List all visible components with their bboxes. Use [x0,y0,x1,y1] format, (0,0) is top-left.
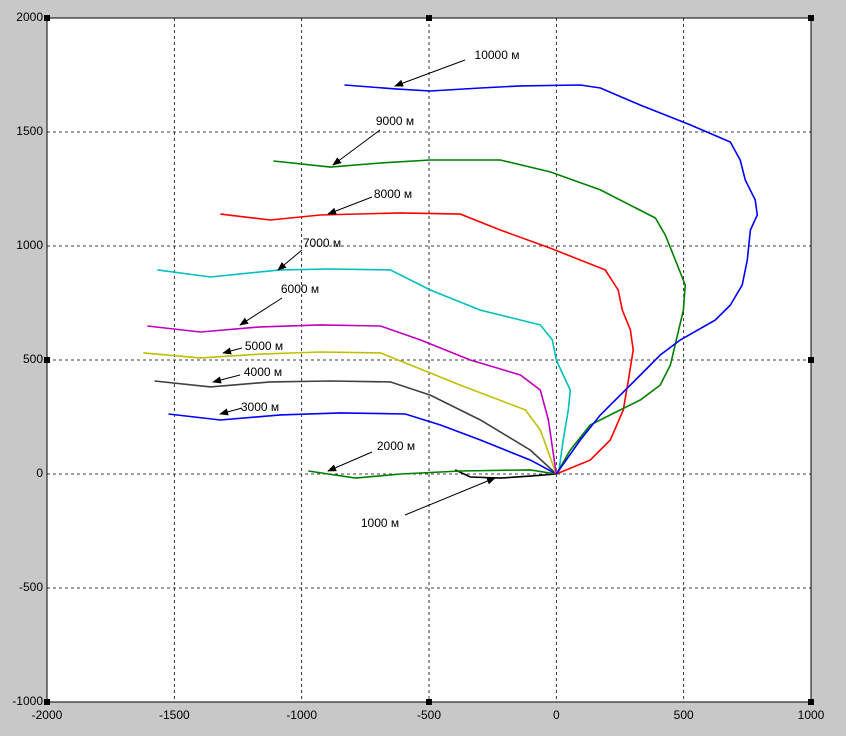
data-line [273,159,687,475]
x-tick-label: -2000 [32,708,63,722]
data-line [454,469,557,479]
y-tick-label: 2000 [16,10,43,24]
annotation-arrow [239,297,283,326]
series-label: 8000 м [374,187,412,201]
data-line [168,412,557,475]
series-label: 6000 м [281,282,319,296]
annotation-arrow [327,196,373,215]
data-line [143,351,558,475]
handle [426,699,432,705]
data-line [308,469,557,479]
series-label: 1000 м [361,516,399,530]
series-label: 4000 м [244,365,282,379]
x-tick-label: -1000 [286,708,317,722]
annotation-arrow [394,59,466,87]
annotation-arrow [404,477,496,516]
handle [808,699,814,705]
handle [808,15,814,21]
x-tick-label: -1500 [159,708,190,722]
series-label: 2000 м [377,439,415,453]
data-line [220,212,635,475]
x-tick-label: 0 [553,708,560,722]
annotation-arrow [327,451,373,472]
series-label: 3000 м [241,400,279,414]
data-line [147,324,558,475]
series-label: 5000 м [245,339,283,353]
handle [44,699,50,705]
y-tick-label: -1000 [12,694,43,708]
annotation-arrow [219,407,243,416]
y-tick-label: 1000 [16,238,43,252]
data-line [344,84,759,475]
data-line [157,268,572,475]
y-tick-label: -500 [19,580,43,594]
series-label: 7000 м [303,236,341,250]
annotation-arrow [332,129,381,166]
x-tick-label: -500 [417,708,441,722]
x-tick-label: 500 [674,708,694,722]
y-tick-label: 500 [23,352,43,366]
data-line [154,380,557,475]
annotation-arrow [222,347,243,355]
y-tick-label: 1500 [16,124,43,138]
annotation-arrow [212,374,241,384]
series-label: 9000 м [376,114,414,128]
x-tick-label: 1000 [798,708,825,722]
series-label: 10000 м [475,48,520,62]
annotation-arrow [277,249,303,271]
y-tick-label: 0 [36,466,43,480]
handle [44,15,50,21]
